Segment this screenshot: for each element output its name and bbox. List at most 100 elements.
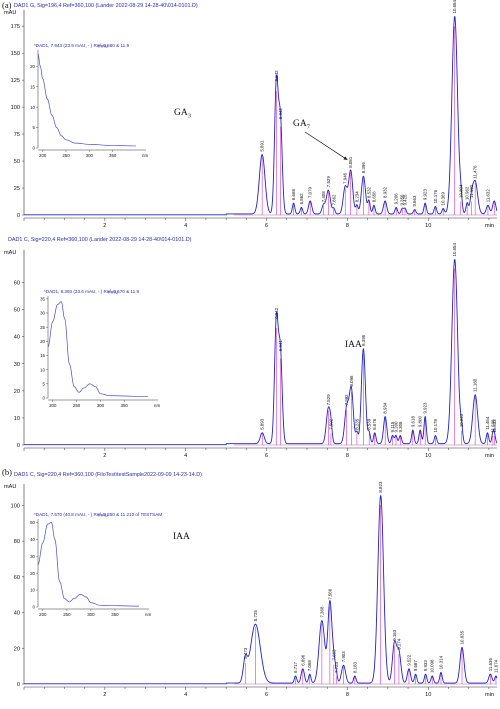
peak-label: 11.633 <box>492 419 497 433</box>
peak-label: 10.369 <box>441 192 446 206</box>
inset-x-tick-label: 300 <box>97 403 105 408</box>
inset-y-label: mAU <box>98 44 108 49</box>
x-tick-label: 6 <box>265 692 268 698</box>
peak-label: 10.178 <box>433 419 438 433</box>
peak-label: 9.522 <box>406 654 411 666</box>
peak-label: 8.656 <box>371 191 376 203</box>
peak-label: 9.115 <box>390 421 395 432</box>
annotation-label: GA3 <box>174 108 191 120</box>
y-tick-label: 0 <box>17 682 20 688</box>
x-tick-label: 10 <box>425 453 431 459</box>
peak-label: 10.098 <box>430 659 435 673</box>
peak-label: 8.539 <box>367 418 372 430</box>
peak-label: 5.473 <box>243 647 248 659</box>
peak-label: 8.532 <box>366 186 371 198</box>
peak-label: 7.724 <box>334 661 339 673</box>
peak-label: 6.341 <box>278 340 283 352</box>
x-tick-label: 6 <box>265 223 268 229</box>
chromatogram-trace <box>24 259 498 446</box>
inset-y-tick-label: 15 <box>30 84 35 89</box>
peak-label: 11.674 <box>493 659 498 673</box>
uv-spectrum-inset: *DAD1, 7.943 (23.9 mAU, - ) Ref=6.660 & … <box>30 43 148 158</box>
y-axis-label: mAU <box>4 484 16 490</box>
peak-label: 7.946 <box>343 172 348 184</box>
chart-header: DAD1 G, Sig=196,4 Ref=360,100 (Lander 20… <box>14 3 198 9</box>
peak-label: 7.529 <box>326 176 331 188</box>
peak-label: 8.676 <box>372 418 377 430</box>
peak-label: 9.618 <box>410 416 415 428</box>
peak-label: 6.242 <box>274 70 279 82</box>
peak-label: 9.163 <box>392 629 397 641</box>
y-tick-label: 100 <box>11 503 20 509</box>
annotation-label: GA7 <box>293 119 311 131</box>
peak-label: 10.654 <box>452 0 457 14</box>
inset-x-tick-label: 350 <box>111 612 119 617</box>
peak-label: 8.932 <box>383 186 388 198</box>
x-tick-label: 10 <box>425 223 431 229</box>
x-tick-label: 8 <box>346 692 349 698</box>
x-tick-label: 6 <box>265 453 268 459</box>
x-axis-label: min <box>485 453 494 459</box>
peak-label: 8.823 <box>378 481 383 493</box>
peak-label: 7.663 <box>331 649 336 661</box>
y-tick-label: 100 <box>11 105 20 111</box>
peak-label: 7.662 <box>331 194 336 206</box>
x-tick-label: 8 <box>346 453 349 459</box>
peak-label: 9.687 <box>413 660 418 672</box>
peak-label: 7.903 <box>341 651 346 663</box>
arrow-head <box>343 156 348 160</box>
peak-label: 8.081 <box>348 156 353 168</box>
inset-y-tick-label: 30 <box>30 554 35 559</box>
inset-x-label: nm <box>154 403 160 408</box>
inset-header: *DAD1, 7.943 (23.9 mAU, - ) Ref=6.660 & … <box>34 43 129 48</box>
inset-y-tick-label: 15 <box>40 353 45 358</box>
chromatogram-panel: (a) DAD1 G, Sig=196,4 Ref=360,100 (Lander… <box>2 0 498 229</box>
y-axis-label: mAU <box>4 250 16 256</box>
inset-x-tick-label: 300 <box>86 153 94 158</box>
inset-x-tick-label: 350 <box>121 403 129 408</box>
inset-y-tick-label: 0 <box>33 605 36 610</box>
x-tick-label: 4 <box>184 692 187 698</box>
uv-spectrum-inset: *DAD1, 7.570 (40.8 mAU, - ) Ref=5.250 & … <box>30 512 162 617</box>
inset-y-tick-label: 0 <box>33 146 36 151</box>
peak-label: 6.668 <box>291 189 296 201</box>
peak-label: 9.663 <box>412 195 417 207</box>
y-tick-label: 0 <box>17 443 20 449</box>
annotation-subscript: 3 <box>188 113 191 120</box>
peak-label: 7.068 <box>307 660 312 672</box>
peak-label: 10.962 <box>465 186 470 200</box>
y-axis-label: mAU <box>4 10 16 16</box>
peak-label: 11.598 <box>490 419 495 433</box>
chromatogram-panel: (b) DAD1 C, Sig=220,4 Ref=360,100 (FiloTe… <box>2 467 498 698</box>
peak-label: 8.096 <box>349 375 354 387</box>
x-tick-label: 10 <box>425 692 431 698</box>
inset-y-tick-label: 20 <box>30 64 35 69</box>
peak-label: 8.934 <box>383 402 388 414</box>
inset-header: *DAD1, 8.393 (33.6 mAU, - ) Ref=6.670 & … <box>44 289 139 294</box>
inset-x-label: nm <box>142 153 148 158</box>
peak-label: 8.234 <box>354 191 359 203</box>
peak-label: 7.368 <box>319 606 324 618</box>
y-tick-label: 40 <box>14 335 20 341</box>
y-tick-label: 50 <box>14 308 20 314</box>
peak-label: 8.183 <box>352 661 357 673</box>
x-axis-label: min <box>485 223 494 229</box>
uv-spectrum-inset: *DAD1, 8.393 (33.6 mAU, - ) Ref=6.670 & … <box>40 289 160 408</box>
y-tick-label: 60 <box>14 281 20 287</box>
peak-label: 6.242 <box>274 307 279 319</box>
peak-label: 8.396 <box>361 162 366 174</box>
uv-spectrum-trace <box>37 53 137 147</box>
inset-x-tick-label: 250 <box>62 153 70 158</box>
peak-label: 9.356 <box>400 194 405 206</box>
chart-header: DAD1 C, Sig=220,4 Ref=360,100 (Lander 20… <box>8 237 192 243</box>
annotation-label: IAA <box>173 532 190 542</box>
peak-label: 9.274 <box>396 638 401 650</box>
inset-x-tick-label: 250 <box>73 403 81 408</box>
peak-label: 11.160 <box>469 184 474 198</box>
inset-y-label: mAU <box>108 290 118 295</box>
x-axis-label: min <box>485 692 494 698</box>
y-tick-label: 80 <box>14 539 20 545</box>
peak-label: 10.176 <box>433 189 438 203</box>
peak-label: 11.464 <box>485 416 490 430</box>
peak-label: 9.923 <box>423 402 428 414</box>
